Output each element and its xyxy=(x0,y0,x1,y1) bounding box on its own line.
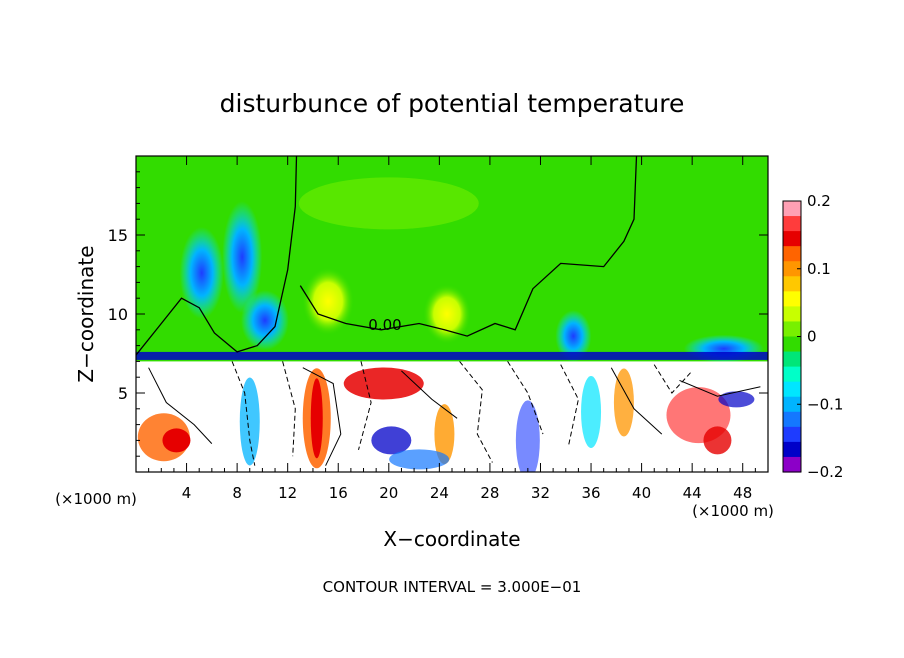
colorbar-tick-label: 0.2 xyxy=(807,192,831,210)
x-tick-label: 40 xyxy=(632,484,651,502)
x-tick-label: 8 xyxy=(232,484,242,502)
colorbar: 0.2 0.1 0 −0.1 −0.2 xyxy=(782,192,843,481)
field-feature xyxy=(136,351,768,360)
field-feature xyxy=(581,375,602,448)
negative-contour-line xyxy=(231,361,256,466)
colorbar-swatch xyxy=(783,336,801,353)
colorbar-swatch xyxy=(783,231,801,247)
x-tick-label: 44 xyxy=(683,484,702,502)
field-feature xyxy=(239,377,260,466)
negative-contour-line xyxy=(653,364,693,394)
field-feature xyxy=(179,226,224,319)
colorbar-swatch xyxy=(783,366,801,383)
y-axis-label: Z−coordinate xyxy=(74,245,98,382)
field-feature xyxy=(343,367,424,400)
field-feature xyxy=(371,426,412,455)
colorbar-swatch xyxy=(783,351,801,368)
contour-interval-footer: CONTOUR INTERVAL = 3.000E−01 xyxy=(323,578,582,596)
field-feature xyxy=(515,400,540,472)
colorbar-tick-label: −0.2 xyxy=(807,463,843,481)
colorbar-swatch xyxy=(783,291,801,307)
field-feature xyxy=(389,449,450,470)
field-feature xyxy=(434,404,455,465)
colorbar-swatch xyxy=(783,441,801,458)
colorbar-swatch xyxy=(783,216,801,232)
x-tick-label: 24 xyxy=(430,484,449,502)
colorbar-swatch xyxy=(783,381,801,398)
y-tick-label: 10 xyxy=(108,305,128,324)
y-tick-label: 15 xyxy=(108,226,128,245)
x-tick-label: 48 xyxy=(733,484,752,502)
x-tick-label: 12 xyxy=(278,484,297,502)
contour-label: 0.00 xyxy=(368,316,401,334)
negative-contour-line xyxy=(282,361,296,457)
x-axis: 4 8 12 16 20 24 28 32 36 40 44 48 xyxy=(148,156,756,502)
x-unit-label-left: (×1000 m) xyxy=(55,490,137,508)
field-feature xyxy=(302,267,355,336)
colorbar-tick-label: 0 xyxy=(807,328,817,346)
positive-contour-line xyxy=(679,379,761,397)
colorbar-swatch xyxy=(783,306,801,323)
x-tick-label: 16 xyxy=(329,484,348,502)
x-tick-label: 36 xyxy=(581,484,600,502)
field-feature xyxy=(718,391,755,408)
zero-contour-line xyxy=(299,156,638,337)
negative-contour-line xyxy=(459,361,493,463)
colorbar-swatch xyxy=(783,321,801,338)
colorbar-tick-label: −0.1 xyxy=(807,395,843,413)
chart-title: disturbunce of potential temperature xyxy=(220,89,685,118)
field-feature xyxy=(298,177,479,230)
field-feature xyxy=(222,201,263,314)
field-features xyxy=(136,156,768,472)
x-tick-label: 4 xyxy=(182,484,192,502)
colorbar-swatch xyxy=(783,411,801,428)
x-axis-label: X−coordinate xyxy=(383,527,520,551)
plot-area xyxy=(136,156,768,472)
x-tick-label: 20 xyxy=(379,484,398,502)
colorbar-swatch xyxy=(783,201,801,217)
field-feature xyxy=(240,290,289,351)
positive-contour-line xyxy=(610,367,663,435)
x-unit-label-right: (×1000 m) xyxy=(692,502,774,520)
colorbar-swatch xyxy=(783,246,801,262)
colorbar-swatch xyxy=(783,396,801,413)
field-feature xyxy=(613,368,634,437)
positive-contour-line xyxy=(302,367,342,466)
x-tick-label: 32 xyxy=(531,484,550,502)
negative-contour-line xyxy=(560,364,579,447)
negative-contour-line xyxy=(507,361,544,435)
field-feature xyxy=(555,310,592,363)
y-tick-label: 5 xyxy=(118,384,128,403)
colorbar-tick-label: 0.1 xyxy=(807,260,831,278)
positive-contour-line xyxy=(148,367,213,444)
negative-contour-line xyxy=(358,361,372,451)
field-feature xyxy=(162,428,191,453)
x-tick-label: 28 xyxy=(480,484,499,502)
field-feature xyxy=(703,426,732,455)
colorbar-swatch xyxy=(783,276,801,292)
colorbar-swatch xyxy=(783,426,801,443)
field-feature xyxy=(310,378,323,459)
field-feature xyxy=(422,284,471,344)
colorbar-swatch xyxy=(783,261,801,277)
y-axis: 5 10 15 xyxy=(108,171,768,457)
zero-contour-line xyxy=(136,156,298,356)
colorbar-swatch xyxy=(783,456,801,473)
positive-contour-line xyxy=(401,370,458,419)
